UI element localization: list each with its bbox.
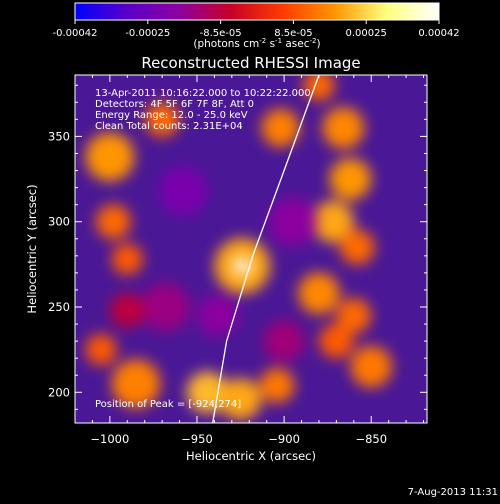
x-axis-label: Heliocentric X (arcsec) — [186, 449, 316, 463]
info-line: 13-Apr-2011 10:16:22.000 to 10:22:22.000 — [95, 88, 311, 99]
positive-emission-source — [350, 345, 393, 388]
colorbar-tick-label: -0.00025 — [125, 28, 170, 39]
positive-emission-source — [311, 200, 354, 243]
peak-core — [233, 257, 251, 275]
info-line: Detectors: 4F 5F 6F 7F 8F, Att 0 — [95, 99, 254, 110]
positive-emission-source — [95, 204, 131, 240]
positive-emission-source — [259, 368, 295, 403]
x-tick-label: −950 — [181, 432, 213, 446]
peak-position-label: Position of Peak = [-924,274] — [95, 399, 241, 410]
positive-emission-source — [85, 333, 117, 366]
colorbar — [74, 2, 440, 21]
positive-emission-source — [298, 272, 340, 315]
positive-emission-source — [261, 108, 300, 148]
positive-emission-source — [339, 229, 375, 265]
x-tick-label: −900 — [268, 432, 300, 446]
y-axis-label: Heliocentric Y (arcsec) — [25, 184, 39, 313]
x-tick-label: −850 — [355, 432, 387, 446]
y-axis: 200 250 300 350 — [48, 84, 427, 410]
positive-emission-source — [322, 106, 365, 149]
y-tick-label: 350 — [48, 129, 70, 143]
negative-emission-source — [263, 320, 306, 363]
positive-emission-source — [329, 158, 372, 200]
positive-emission-source — [111, 243, 143, 275]
colorbar-ticks: -0.00042 -0.00025 -8.5e-05 8.5e-05 0.00025 0.… — [53, 20, 460, 39]
info-line: Energy Range: 12.0 - 25.0 keV — [95, 110, 248, 121]
colorbar-tick-label: 0.00025 — [346, 28, 387, 39]
y-tick-label: 300 — [48, 215, 70, 229]
colorbar-tick-label: -8.5e-05 — [200, 28, 242, 39]
chart-title: Reconstructed RHESSI Image — [141, 54, 360, 72]
positive-emission-source — [111, 359, 161, 409]
positive-emission-source — [336, 298, 372, 333]
positive-emission-source — [318, 323, 354, 359]
heatmap-image — [75, 75, 427, 423]
positive-emission-source — [303, 75, 335, 101]
y-tick-label: 250 — [48, 300, 70, 314]
observation-info: 13-Apr-2011 10:16:22.000 to 10:22:22.000… — [95, 88, 311, 132]
positive-emission-source — [144, 101, 180, 137]
colorbar-unit-label: (photons cm-2 s-1 asec-2) — [193, 37, 320, 50]
solar-limb-curve — [212, 75, 320, 423]
negative-emission-source — [141, 282, 191, 332]
colorbar-tick-label: -0.00042 — [53, 28, 98, 39]
colorbar-tick-label: 8.5e-05 — [274, 28, 312, 39]
info-line: Clean Total counts: 2.31E+04 — [95, 121, 243, 132]
positive-emission-source — [186, 371, 229, 414]
footer-date: 7-Aug-2013 11:31 — [407, 487, 498, 498]
negative-emission-source — [109, 292, 145, 328]
x-axis: −1000 −950 −900 −850 — [90, 75, 425, 446]
positive-emission-source — [219, 378, 262, 421]
y-tick-label: 200 — [48, 385, 70, 399]
negative-emission-source — [158, 166, 208, 216]
x-tick-label: −1000 — [90, 432, 129, 446]
positive-emission-source — [85, 132, 135, 182]
plot-frame — [74, 74, 428, 424]
negative-emission-source — [196, 294, 239, 337]
colorbar-tick-label: 0.00042 — [418, 28, 459, 39]
negative-emission-source — [268, 197, 318, 247]
